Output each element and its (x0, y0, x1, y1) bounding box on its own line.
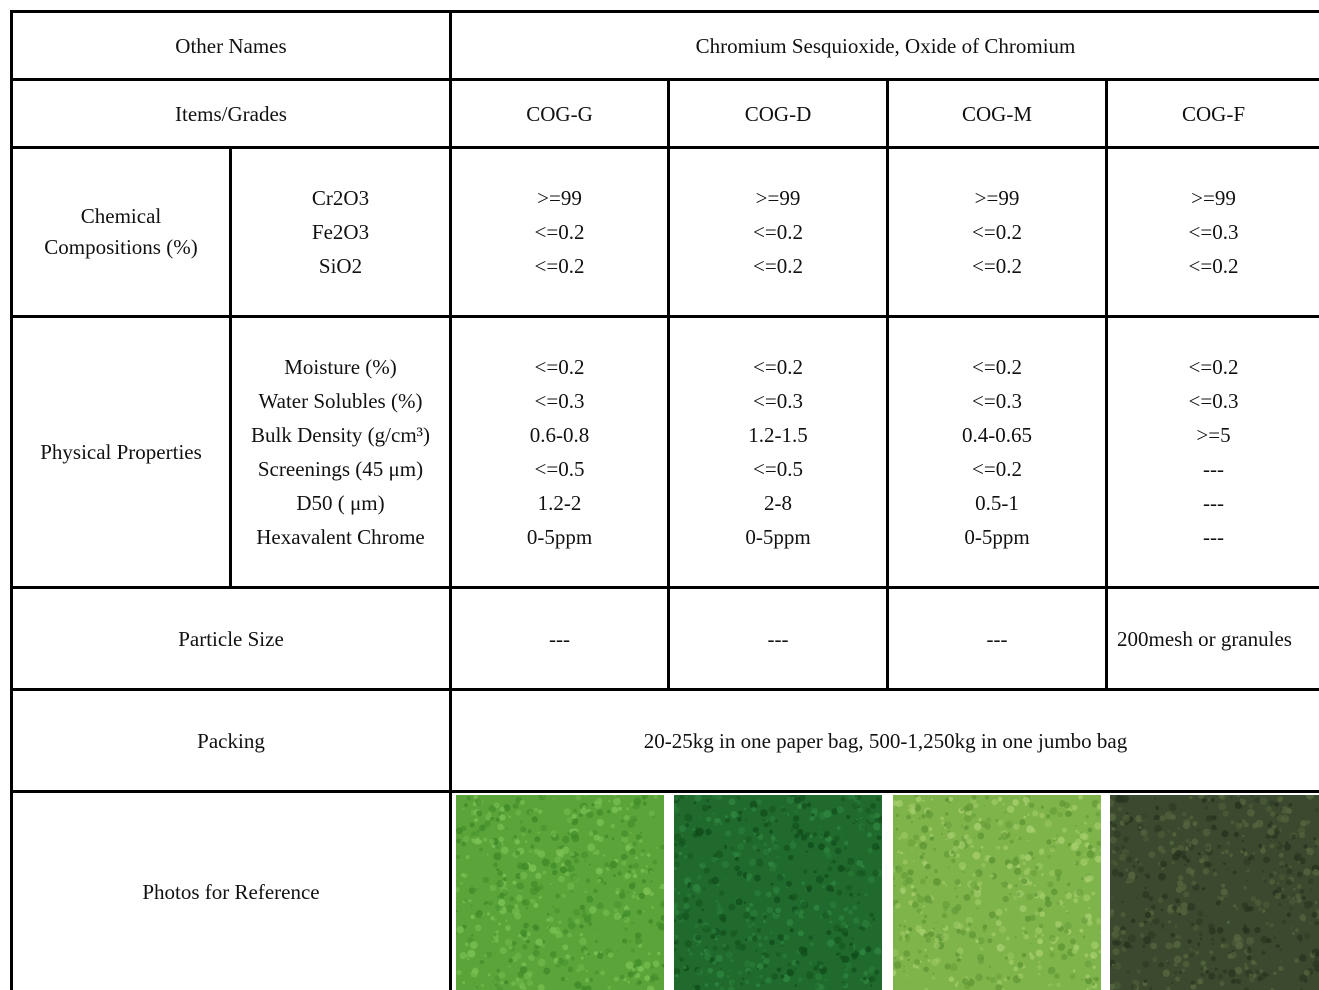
physical-values-cog-m: <=0.2 <=0.3 0.4-0.65 <=0.2 0.5-1 0-5ppm (889, 318, 1105, 586)
physical-value: 2-8 (763, 491, 792, 515)
physical-value: <=0.2 (534, 355, 585, 379)
physical-value: 1.2-1.5 (748, 423, 808, 447)
photos-label: Photos for Reference (142, 879, 320, 904)
chemical-item-cr2o3: Cr2O3 (311, 186, 370, 210)
physical-value: <=0.2 (1188, 355, 1239, 379)
grid-line (10, 146, 1319, 149)
physical-value: 0.4-0.65 (962, 423, 1032, 447)
chemical-values-cog-d: >=99 <=0.2 <=0.2 (670, 149, 886, 315)
chemical-item-sio2: SiO2 (318, 254, 363, 278)
physical-item-hexavalent-chrome: Hexavalent Chrome (256, 525, 425, 549)
grid-line (10, 78, 1319, 81)
chemical-compositions-label: Chemical Compositions (%) (13, 149, 229, 315)
chemical-value: <=0.2 (753, 254, 803, 278)
chemical-label-line-1: Chemical (80, 204, 162, 228)
chemical-value: >=99 (755, 186, 801, 210)
photo-cog-d (674, 795, 882, 990)
physical-item-screenings: Screenings (45 μm) (257, 457, 424, 481)
chemical-value: <=0.2 (972, 220, 1022, 244)
physical-item-d50: D50 ( μm) (296, 491, 385, 515)
physical-value: 0.6-0.8 (529, 423, 590, 447)
physical-value: 0.5-1 (975, 491, 1019, 515)
packing-value: 20-25kg in one paper bag, 500-1,250kg in… (643, 728, 1128, 753)
grade-header-cog-f: COG-F (1181, 101, 1245, 126)
physical-items: Moisture (%) Water Solubles (%) Bulk Den… (232, 318, 449, 586)
physical-value: <=0.2 (972, 457, 1022, 481)
packing-label: Packing (197, 728, 265, 753)
chemical-value: >=99 (1191, 186, 1236, 210)
particle-size-cog-d: --- (767, 626, 789, 651)
physical-value: <=0.5 (534, 457, 585, 481)
other-names-label: Other Names (175, 33, 287, 58)
physical-value: <=0.2 (972, 355, 1022, 379)
grid-line (10, 10, 13, 990)
chemical-value: <=0.2 (534, 220, 585, 244)
chemical-values-cog-f: >=99 <=0.3 <=0.2 (1108, 149, 1319, 315)
physical-values-cog-f: <=0.2 <=0.3 >=5 --- --- --- (1108, 318, 1319, 586)
physical-value: 0-5ppm (745, 525, 811, 549)
physical-value: --- (1203, 525, 1224, 549)
other-names-value: Chromium Sesquioxide, Oxide of Chromium (695, 33, 1076, 58)
chemical-values-cog-m: >=99 <=0.2 <=0.2 (889, 149, 1105, 315)
chemical-items: Cr2O3 Fe2O3 SiO2 (232, 149, 449, 315)
particle-size-cog-f: 200mesh or granules (1117, 626, 1292, 651)
particle-size-cog-g: --- (549, 626, 570, 651)
physical-item-bulk-density: Bulk Density (g/cm³) (251, 423, 430, 447)
grid-line (10, 10, 1319, 13)
physical-value: <=0.3 (753, 389, 803, 413)
chemical-item-fe2o3: Fe2O3 (311, 220, 370, 244)
grid-line (10, 688, 1319, 691)
chemical-values-cog-g: >=99 <=0.2 <=0.2 (452, 149, 667, 315)
physical-value: <=0.3 (1188, 389, 1239, 413)
grid-line (10, 315, 1319, 318)
physical-value: <=0.3 (534, 389, 585, 413)
chemical-value: <=0.2 (534, 254, 585, 278)
particle-size-cog-m: --- (986, 626, 1008, 651)
physical-value: 1.2-2 (537, 491, 582, 515)
physical-values-cog-d: <=0.2 <=0.3 1.2-1.5 <=0.5 2-8 0-5ppm (670, 318, 886, 586)
physical-item-water-solubles: Water Solubles (%) (258, 389, 423, 413)
chemical-label-line-2: Compositions (%) (44, 235, 198, 259)
chemical-value: >=99 (537, 186, 582, 210)
items-grades-label: Items/Grades (175, 101, 287, 126)
grid-line (886, 78, 889, 691)
physical-item-moisture: Moisture (%) (284, 355, 397, 379)
physical-value: --- (1203, 491, 1224, 515)
physical-value: >=5 (1196, 423, 1231, 447)
chemical-value: >=99 (974, 186, 1020, 210)
grid-line (667, 78, 670, 691)
grade-header-cog-d: COG-D (744, 101, 812, 126)
grid-line (10, 790, 1319, 793)
grid-line (449, 10, 452, 990)
physical-value: 0-5ppm (526, 525, 593, 549)
grade-header-cog-g: COG-G (526, 101, 593, 126)
photo-cog-g (456, 795, 664, 990)
physical-value: --- (1203, 457, 1224, 481)
chemical-value: <=0.2 (1188, 254, 1239, 278)
physical-properties-label: Physical Properties (40, 440, 202, 464)
grid-line (1105, 78, 1108, 691)
grid-line (10, 586, 1319, 589)
grade-header-cog-m: COG-M (961, 101, 1032, 126)
physical-value: <=0.5 (753, 457, 803, 481)
chemical-value: <=0.2 (753, 220, 803, 244)
grid-line (229, 146, 232, 589)
chemical-value: <=0.3 (1188, 220, 1239, 244)
chemical-value: <=0.2 (972, 254, 1022, 278)
physical-values-cog-g: <=0.2 <=0.3 0.6-0.8 <=0.5 1.2-2 0-5ppm (452, 318, 667, 586)
photo-cog-m (893, 795, 1101, 990)
physical-value: <=0.2 (753, 355, 803, 379)
particle-size-label: Particle Size (178, 626, 284, 651)
physical-value: <=0.3 (972, 389, 1022, 413)
photo-cog-f (1110, 795, 1319, 990)
physical-value: 0-5ppm (964, 525, 1030, 549)
